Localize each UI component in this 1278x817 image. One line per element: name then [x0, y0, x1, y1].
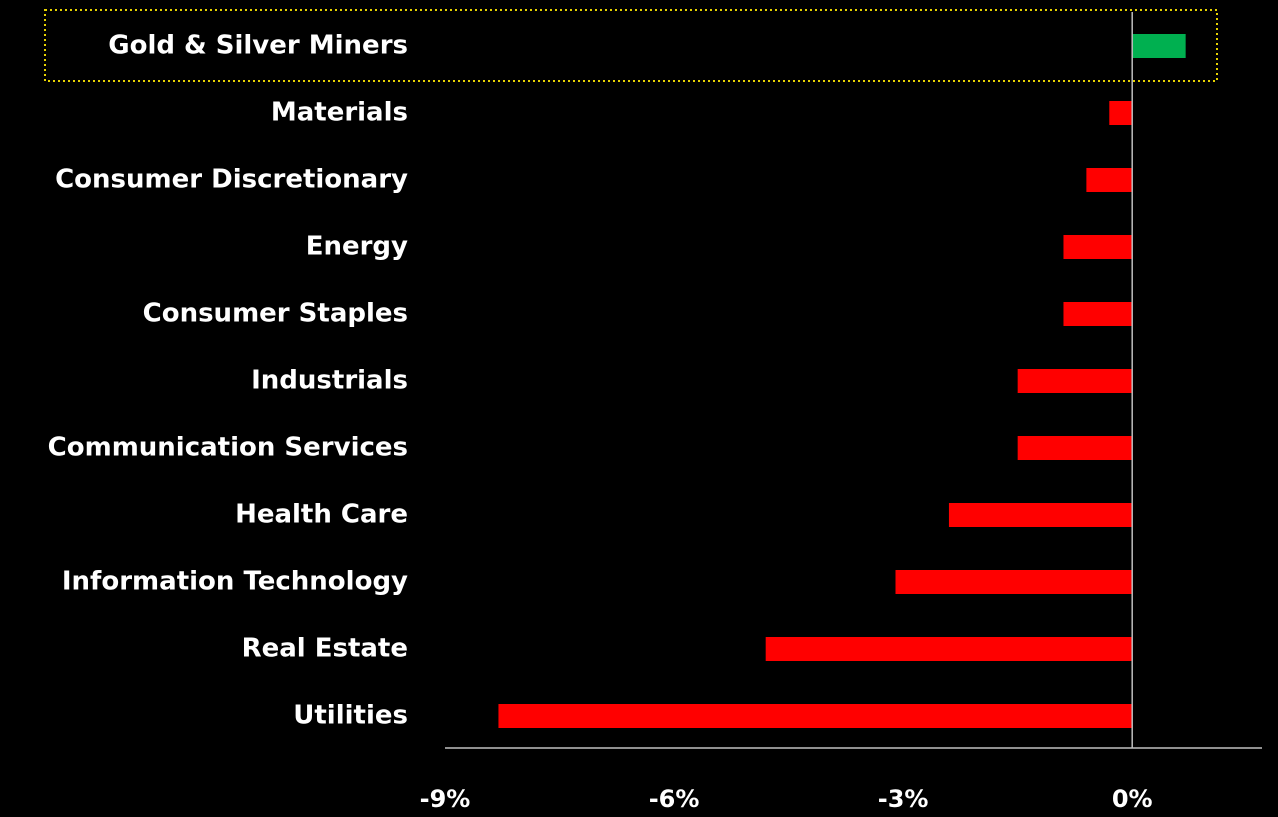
x-tick-label: 0%	[1112, 785, 1153, 813]
category-label: Energy	[306, 232, 408, 262]
bar	[1017, 436, 1133, 460]
bar	[948, 503, 1133, 527]
bar	[1109, 101, 1133, 125]
category-label: Gold & Silver Miners	[108, 31, 408, 61]
bar	[498, 704, 1133, 728]
x-tick-label: -6%	[649, 785, 700, 813]
category-label: Information Technology	[62, 567, 408, 597]
bar	[1063, 235, 1133, 259]
x-tick-label: -9%	[420, 785, 471, 813]
highlight-box	[44, 9, 1218, 82]
category-label: Industrials	[251, 366, 408, 396]
x-tick-label: -3%	[878, 785, 929, 813]
bar	[1132, 34, 1186, 58]
category-label: Health Care	[235, 500, 408, 530]
category-label: Utilities	[293, 701, 408, 731]
bar	[765, 637, 1133, 661]
bar	[895, 570, 1133, 594]
category-label: Consumer Discretionary	[55, 165, 408, 195]
category-label: Real Estate	[242, 634, 408, 664]
category-label: Communication Services	[48, 433, 408, 463]
bar	[1086, 168, 1133, 192]
bar	[1063, 302, 1133, 326]
category-label: Materials	[271, 98, 408, 128]
category-label: Consumer Staples	[143, 299, 408, 329]
bar	[1017, 369, 1133, 393]
